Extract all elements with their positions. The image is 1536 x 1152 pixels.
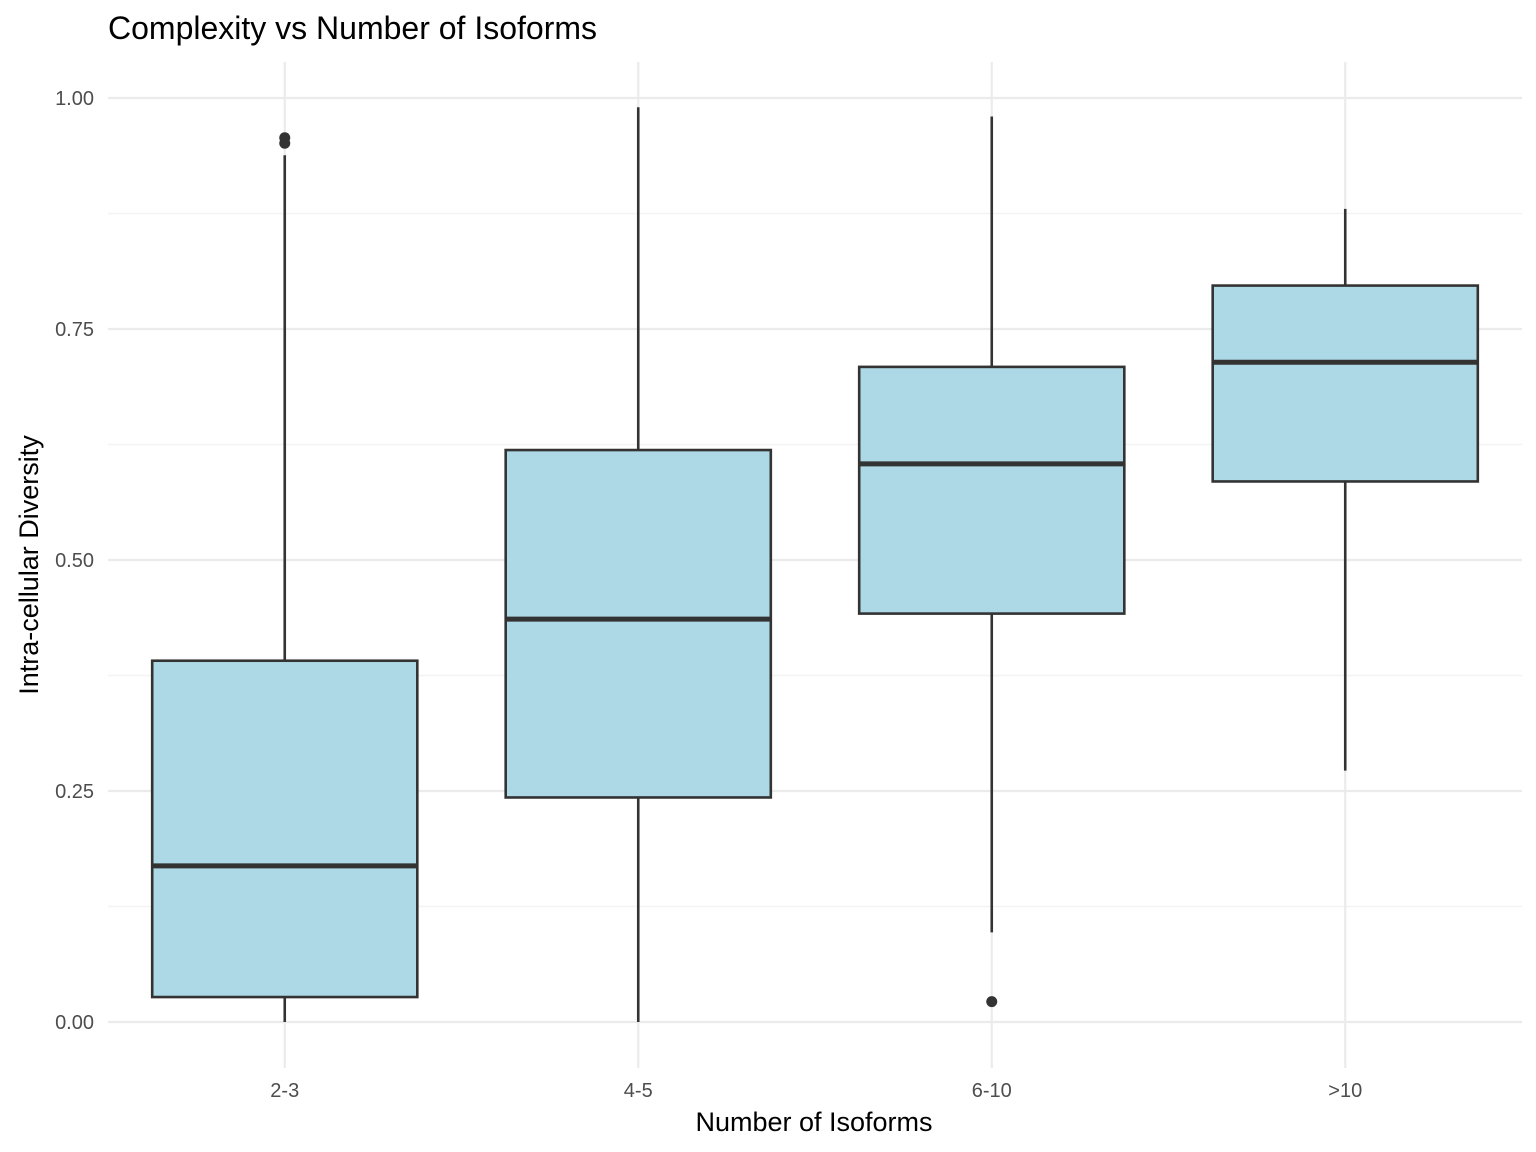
x-tick-label: >10 (1328, 1080, 1362, 1102)
y-axis-ticks: 0.00 0.25 0.50 0.75 1.00 (55, 88, 94, 1034)
x-tick-label: 2-3 (270, 1080, 299, 1102)
x-axis-title: Number of Isoforms (695, 1107, 932, 1137)
x-tick-label: 6-10 (972, 1080, 1012, 1102)
box-iqr (150, 659, 419, 999)
box-iqr (857, 365, 1126, 615)
y-tick-label: 0.25 (55, 781, 94, 803)
y-tick-label: 0.50 (55, 550, 94, 572)
x-tick-label: 4-5 (624, 1080, 653, 1102)
outlier-point (986, 996, 998, 1008)
y-tick-label: 1.00 (55, 88, 94, 110)
box-group (150, 132, 419, 1022)
y-axis-title: Intra-cellular Diversity (14, 435, 44, 695)
box-group (1211, 208, 1480, 771)
box-series (150, 107, 1480, 1022)
box-iqr (504, 448, 773, 799)
outlier-point (279, 132, 291, 144)
x-axis-ticks: 2-3 4-5 6-10 >10 (270, 1080, 1362, 1102)
y-tick-label: 0.75 (55, 319, 94, 341)
box-group (857, 116, 1126, 1008)
box-group (504, 107, 773, 1022)
y-tick-label: 0.00 (55, 1012, 94, 1034)
chart-title: Complexity vs Number of Isoforms (108, 10, 597, 46)
box-iqr (1211, 284, 1480, 483)
